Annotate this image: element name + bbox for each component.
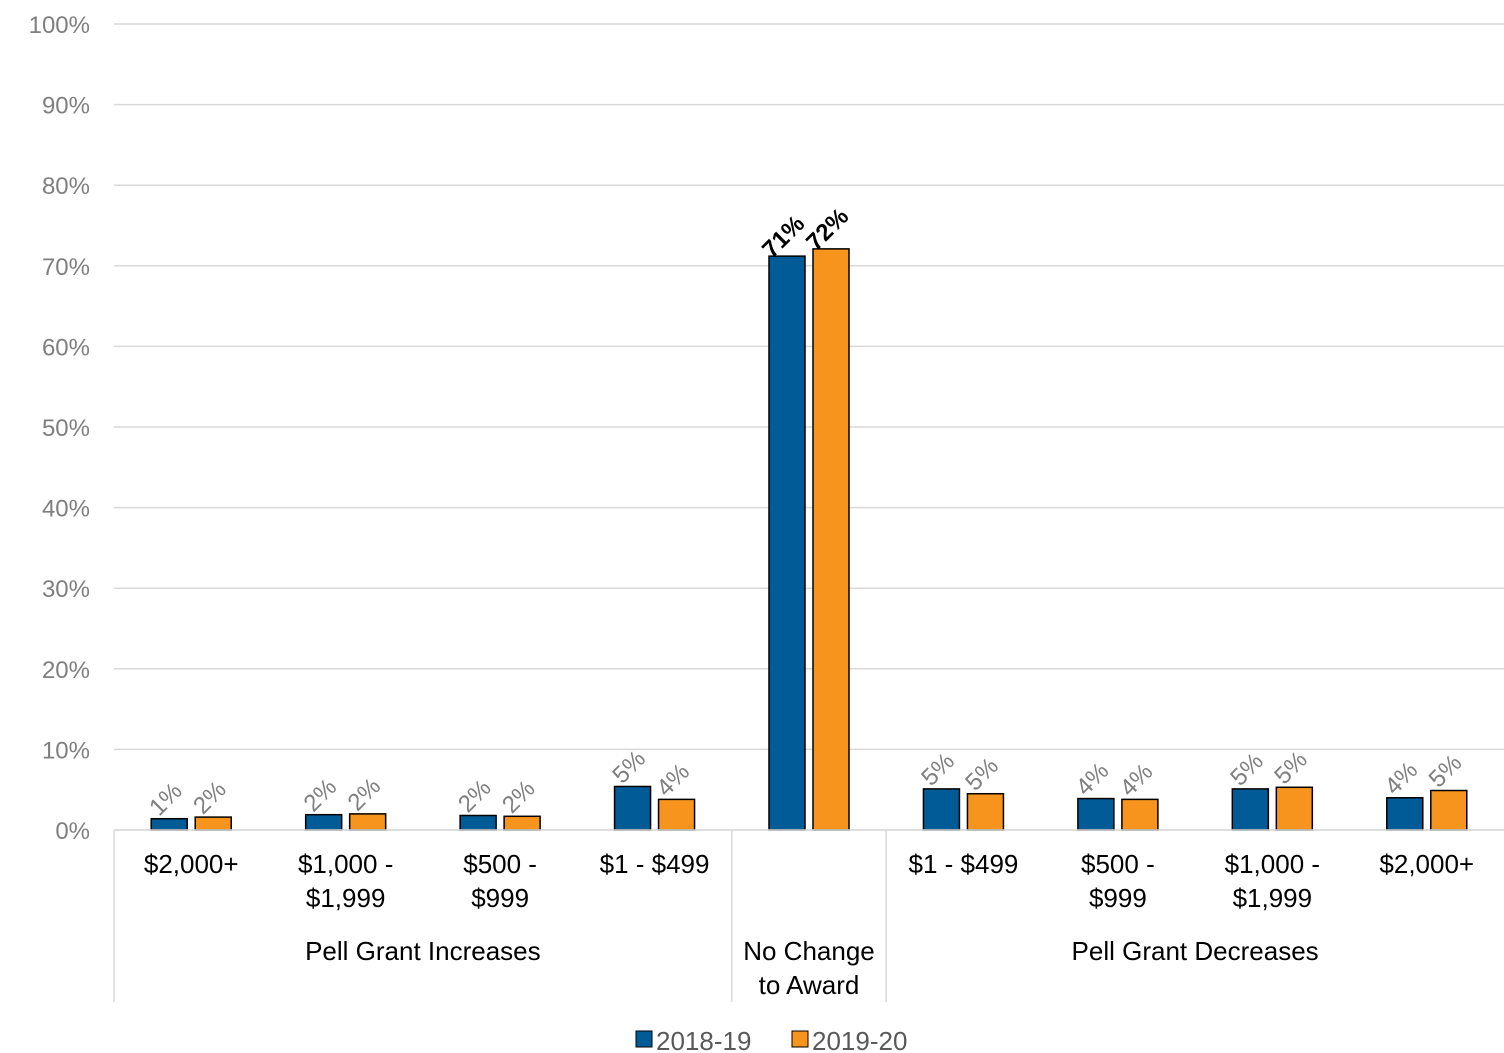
y-tick-label: 10% xyxy=(42,737,90,764)
legend-label-2019-20: 2019-20 xyxy=(812,1026,907,1053)
x-tick-label: $1,999 xyxy=(1233,883,1313,913)
bar-2019-20-7 xyxy=(1276,787,1312,830)
y-tick-label: 60% xyxy=(42,334,90,361)
bar-2018-19-8 xyxy=(1387,798,1423,830)
data-label: 4% xyxy=(1071,757,1115,801)
category-axis: $2,000+ $1,000 - $1,999 $500 - $999 $1 - $499… xyxy=(114,830,1504,1002)
legend-swatch-2018-19 xyxy=(636,1031,652,1047)
bar-2019-20-8 xyxy=(1431,791,1467,830)
legend: 2018-19 2019-20 xyxy=(636,1026,907,1053)
x-tick-label: $2,000+ xyxy=(1379,849,1474,879)
y-tick-label: 40% xyxy=(42,496,90,523)
bar-2018-19-7 xyxy=(1232,789,1268,830)
y-tick-label: 30% xyxy=(42,576,90,603)
bar-2018-19-1 xyxy=(306,815,342,830)
bar-2019-20-1 xyxy=(350,814,386,830)
data-label: 5% xyxy=(960,753,1004,797)
bar-2018-19-4 xyxy=(769,256,805,830)
data-label: 2% xyxy=(188,776,232,820)
x-tick-label: $500 - xyxy=(1081,849,1155,879)
y-tick-label: 90% xyxy=(42,93,90,120)
legend-swatch-2019-20 xyxy=(792,1031,808,1047)
bar-2018-19-5 xyxy=(923,789,959,830)
data-label: 5% xyxy=(607,745,651,789)
data-label: 2% xyxy=(453,774,497,818)
x-tick-label: $1,999 xyxy=(306,883,386,913)
bar-2018-19-0 xyxy=(151,819,187,830)
bar-2018-19-6 xyxy=(1078,799,1114,830)
bar-2019-20-2 xyxy=(504,816,540,830)
data-label: 4% xyxy=(651,758,695,802)
data-label: 5% xyxy=(916,748,960,792)
data-label: 2% xyxy=(497,775,541,819)
data-label: 5% xyxy=(1225,748,1269,792)
group-label: Pell Grant Increases xyxy=(305,936,541,966)
y-axis-ticks: 0% 10% 20% 30% 40% 50% 60% 70% 80% 90% 100% xyxy=(29,12,90,845)
group-label: Pell Grant Decreases xyxy=(1072,936,1319,966)
x-tick-label: $1,000 - xyxy=(298,849,393,879)
legend-label-2018-19: 2018-19 xyxy=(656,1026,751,1053)
bar-2018-19-2 xyxy=(460,815,496,830)
bar-2019-20-5 xyxy=(967,794,1003,830)
y-tick-label: 0% xyxy=(55,818,90,845)
bar-2019-20-6 xyxy=(1122,799,1158,830)
y-tick-label: 50% xyxy=(42,415,90,442)
data-label: 4% xyxy=(1380,757,1424,801)
x-tick-label: $1 - $499 xyxy=(909,849,1019,879)
group-label: No Change xyxy=(743,936,875,966)
data-label: 2% xyxy=(299,774,343,818)
bar-2018-19-3 xyxy=(615,786,651,830)
y-tick-label: 20% xyxy=(42,657,90,684)
data-label: 1% xyxy=(144,778,188,822)
x-tick-label: $1 - $499 xyxy=(600,849,710,879)
data-label: 5% xyxy=(1424,749,1468,793)
data-label: 2% xyxy=(343,773,387,817)
x-tick-label: $1,000 - xyxy=(1225,849,1320,879)
data-label: 4% xyxy=(1115,758,1159,802)
y-tick-label: 100% xyxy=(29,12,90,39)
y-tick-label: 80% xyxy=(42,173,90,200)
gridlines xyxy=(114,24,1504,830)
bar-2019-20-3 xyxy=(659,799,695,830)
y-tick-label: 70% xyxy=(42,254,90,281)
x-tick-label: $2,000+ xyxy=(144,849,239,879)
group-label: to Award xyxy=(759,970,860,1000)
bar-2019-20-0 xyxy=(195,817,231,830)
bar-2019-20-4 xyxy=(813,249,849,830)
data-label: 5% xyxy=(1269,746,1313,790)
bars xyxy=(151,249,1467,830)
x-tick-label: $999 xyxy=(1089,883,1147,913)
x-tick-label: $999 xyxy=(471,883,529,913)
x-tick-label: $500 - xyxy=(463,849,537,879)
